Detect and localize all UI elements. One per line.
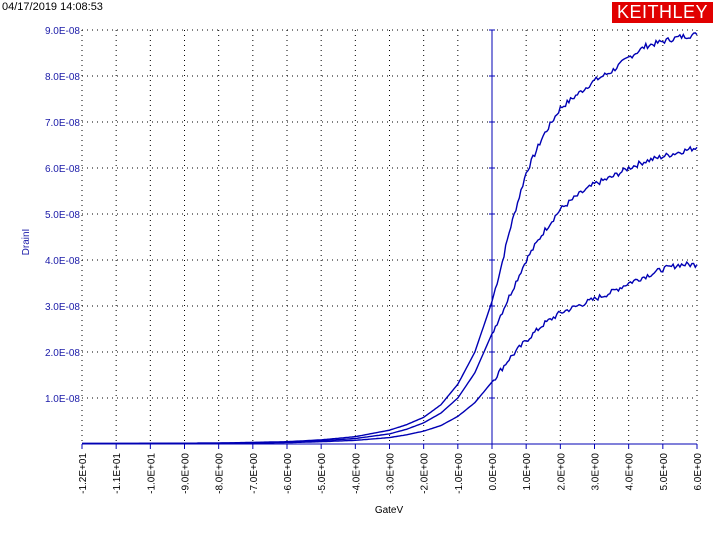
x-tick-label: -8.0E+00 xyxy=(215,453,226,494)
x-tick-label: -2.0E+00 xyxy=(420,453,431,494)
x-tick-label: -4.0E+00 xyxy=(351,453,362,494)
chart-series xyxy=(82,32,698,445)
y-axis-label: DrainI xyxy=(21,229,32,256)
chart-grid xyxy=(81,29,698,444)
x-tick-label: 5.0E+00 xyxy=(659,453,670,491)
x-tick-label: 0.0E+00 xyxy=(488,453,499,491)
x-tick-labels: -1.2E+01 -1.1E+01 -1.0E+01 -9.0E+00 -8.0E+00… xyxy=(78,453,704,494)
x-tick-label: 4.0E+00 xyxy=(625,453,636,491)
y-tick-label: 4.0E-08 xyxy=(45,256,80,267)
keithley-logo: KEITHLEY xyxy=(612,2,713,23)
series-line-1 xyxy=(82,32,698,445)
x-tick-label: -1.0E+01 xyxy=(146,453,157,494)
x-tick-label: 1.0E+00 xyxy=(522,453,533,491)
x-tick-label: -7.0E+00 xyxy=(249,453,260,494)
y-tick-label: 3.0E-08 xyxy=(45,302,80,313)
y-tick-label: 8.0E-08 xyxy=(45,72,80,83)
x-tick-label: -1.1E+01 xyxy=(112,453,123,494)
series-line-3 xyxy=(82,260,698,445)
y-tick-label: 1.0E-08 xyxy=(45,394,80,405)
x-tick-label: 3.0E+00 xyxy=(591,453,602,491)
x-tick-label: -9.0E+00 xyxy=(181,453,192,494)
x-tick-label: -6.0E+00 xyxy=(283,453,294,494)
x-tick-label: -3.0E+00 xyxy=(386,453,397,494)
y-tick-label: 6.0E-08 xyxy=(45,164,80,175)
chart-axes xyxy=(81,29,698,449)
y-tick-label: 7.0E-08 xyxy=(45,118,80,129)
y-tick-label: 5.0E-08 xyxy=(45,210,80,221)
x-tick-label: 6.0E+00 xyxy=(693,453,704,491)
x-tick-label: -5.0E+00 xyxy=(317,453,328,494)
x-tick-label: -1.2E+01 xyxy=(78,453,89,494)
x-tick-label: 2.0E+00 xyxy=(556,453,567,491)
y-tick-label: 9.0E-08 xyxy=(45,26,80,37)
y-tick-labels: 1.0E-08 2.0E-08 3.0E-08 4.0E-08 5.0E-08 6.0E-… xyxy=(45,26,80,405)
timestamp: 04/17/2019 14:08:53 xyxy=(2,1,103,13)
y-tick-label: 2.0E-08 xyxy=(45,348,80,359)
x-axis-label: GateV xyxy=(375,505,404,516)
x-tick-label: -1.0E+00 xyxy=(454,453,465,494)
